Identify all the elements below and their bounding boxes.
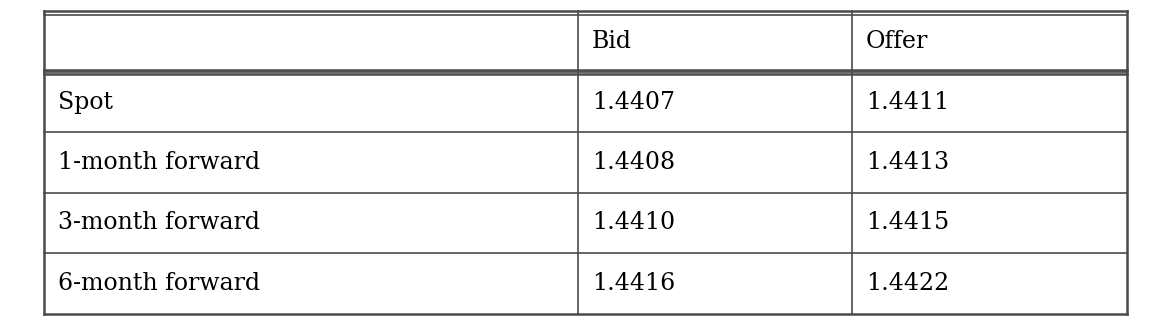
Bar — [852, 11, 1127, 72]
Bar — [44, 253, 578, 314]
Bar — [44, 193, 578, 253]
Text: 1.4407: 1.4407 — [592, 91, 675, 113]
Text: 1.4408: 1.4408 — [592, 151, 675, 174]
Bar — [578, 72, 852, 132]
Bar — [852, 193, 1127, 253]
Text: 1.4410: 1.4410 — [592, 212, 675, 234]
Text: 1.4416: 1.4416 — [592, 272, 675, 295]
Text: 1.4411: 1.4411 — [866, 91, 949, 113]
Bar — [578, 11, 852, 72]
Bar — [44, 72, 578, 132]
Text: Bid: Bid — [592, 30, 632, 53]
Text: 1.4422: 1.4422 — [866, 272, 949, 295]
Bar — [578, 132, 852, 193]
Text: 1.4413: 1.4413 — [866, 151, 949, 174]
Text: Offer: Offer — [866, 30, 928, 53]
Text: 1-month forward: 1-month forward — [58, 151, 260, 174]
Bar — [44, 132, 578, 193]
Bar — [578, 193, 852, 253]
Bar — [852, 72, 1127, 132]
Text: Spot: Spot — [58, 91, 113, 113]
Bar — [852, 132, 1127, 193]
Text: 6-month forward: 6-month forward — [58, 272, 260, 295]
Bar — [44, 11, 578, 72]
Text: 3-month forward: 3-month forward — [58, 212, 260, 234]
Bar — [578, 253, 852, 314]
Text: 1.4415: 1.4415 — [866, 212, 949, 234]
Bar — [852, 253, 1127, 314]
